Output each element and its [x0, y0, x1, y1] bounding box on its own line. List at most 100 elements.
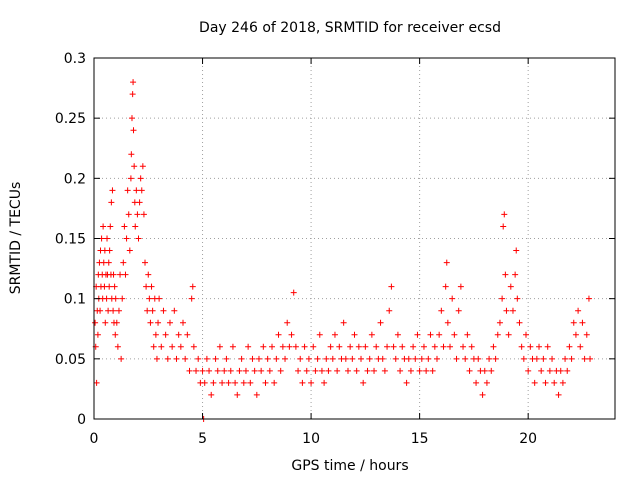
- data-point: [229, 343, 236, 350]
- data-point: [114, 343, 121, 350]
- data-point: [436, 331, 443, 338]
- data-point: [266, 367, 273, 374]
- data-point: [483, 379, 490, 386]
- data-point: [126, 247, 133, 254]
- data-point: [288, 331, 295, 338]
- data-point: [103, 295, 110, 302]
- data-point: [112, 295, 119, 302]
- data-point: [264, 355, 271, 362]
- data-point: [492, 355, 499, 362]
- data-point: [410, 343, 417, 350]
- data-point: [236, 367, 243, 374]
- data-point: [190, 343, 197, 350]
- y-tick-label: 0.2: [64, 171, 86, 187]
- data-point: [286, 343, 293, 350]
- data-point: [494, 331, 501, 338]
- data-point: [318, 367, 325, 374]
- data-point: [128, 115, 135, 122]
- data-point: [490, 343, 497, 350]
- data-point: [520, 355, 527, 362]
- data-point: [189, 283, 196, 290]
- data-point: [292, 343, 299, 350]
- data-point: [271, 379, 278, 386]
- data-point: [390, 343, 397, 350]
- data-point: [115, 307, 122, 314]
- data-point: [284, 319, 291, 326]
- data-point: [486, 355, 493, 362]
- data-point: [572, 331, 579, 338]
- data-point: [131, 163, 138, 170]
- data-point: [349, 355, 356, 362]
- data-point: [577, 343, 584, 350]
- data-point: [557, 367, 564, 374]
- data-point: [128, 151, 135, 158]
- data-point: [583, 331, 590, 338]
- x-tick-label: 10: [302, 431, 320, 447]
- data-point: [140, 211, 147, 218]
- data-point: [347, 343, 354, 350]
- data-point: [336, 343, 343, 350]
- data-point: [144, 307, 151, 314]
- data-point: [512, 271, 519, 278]
- data-point: [143, 283, 150, 290]
- data-point: [397, 367, 404, 374]
- data-point: [366, 355, 373, 362]
- data-point: [223, 355, 230, 362]
- data-point: [462, 355, 469, 362]
- data-point: [130, 79, 137, 86]
- data-point: [500, 223, 507, 230]
- data-point: [475, 355, 482, 362]
- y-tick-label: 0.25: [55, 111, 86, 127]
- data-point: [473, 379, 480, 386]
- data-point: [481, 367, 488, 374]
- data-point: [314, 355, 321, 362]
- chart-title: Day 246 of 2018, SRMTID for receiver ecs…: [199, 20, 501, 36]
- data-point: [587, 355, 594, 362]
- data-point: [488, 367, 495, 374]
- data-point: [104, 235, 111, 242]
- data-point: [137, 175, 144, 182]
- data-point: [451, 331, 458, 338]
- x-tick-label: 20: [519, 431, 537, 447]
- data-point: [518, 343, 525, 350]
- grid-lines: [94, 58, 615, 419]
- y-tick-label: 0.15: [55, 232, 86, 248]
- data-point: [562, 355, 569, 362]
- data-point: [342, 355, 349, 362]
- data-point: [214, 367, 221, 374]
- data-point: [127, 175, 134, 182]
- data-point: [568, 355, 575, 362]
- data-point: [135, 235, 142, 242]
- data-point: [303, 367, 310, 374]
- data-point: [186, 367, 193, 374]
- data-point: [514, 295, 521, 302]
- data-point: [240, 379, 247, 386]
- data-point: [147, 319, 154, 326]
- data-point: [522, 331, 529, 338]
- data-point: [551, 379, 558, 386]
- data-point: [585, 295, 592, 302]
- data-point: [503, 307, 510, 314]
- data-point: [513, 247, 520, 254]
- data-point: [312, 367, 319, 374]
- data-point: [423, 367, 430, 374]
- data-point: [464, 331, 471, 338]
- data-point: [295, 367, 302, 374]
- data-point: [479, 391, 486, 398]
- data-point: [453, 355, 460, 362]
- y-axis-label: SRMTID / TECUs: [8, 182, 24, 295]
- data-point: [227, 367, 234, 374]
- data-point: [182, 355, 189, 362]
- x-axis-label: GPS time / hours: [291, 458, 408, 474]
- data-point: [206, 367, 213, 374]
- data-point: [130, 127, 137, 134]
- data-point: [416, 367, 423, 374]
- data-point: [507, 283, 514, 290]
- data-point: [566, 343, 573, 350]
- data-point: [269, 343, 276, 350]
- data-point: [113, 319, 120, 326]
- x-tick-label: 5: [198, 431, 207, 447]
- data-point: [203, 355, 210, 362]
- data-point: [136, 199, 143, 206]
